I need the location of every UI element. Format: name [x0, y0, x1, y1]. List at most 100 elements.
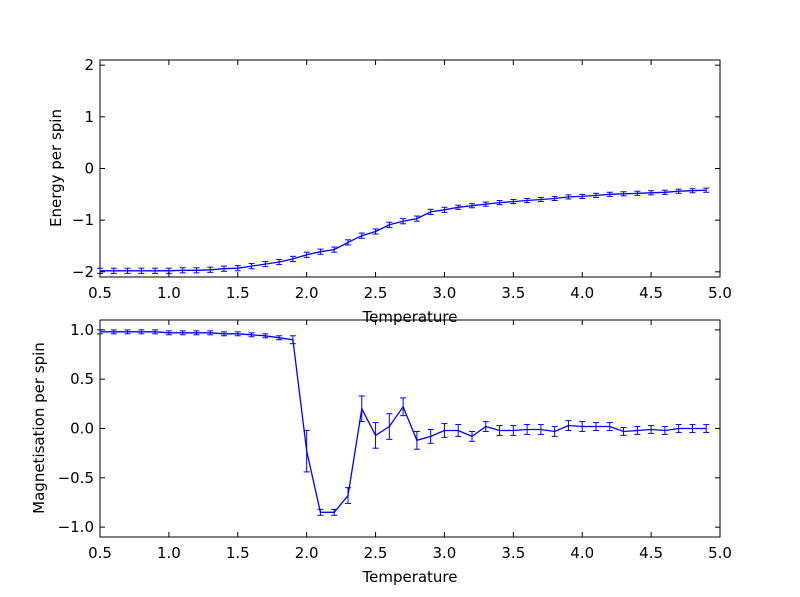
- energy-error-bar: [303, 251, 310, 258]
- magnetisation-plot: 0.5 1.0 1.5 2.0 2.5 3.0 3.5 4.0 4.5 5.0 1.0 0.5 0.0 −…: [30, 319, 732, 586]
- magnetisation-error-bar: [317, 508, 324, 516]
- energy-error-bar: [152, 267, 159, 274]
- energy-error-bar: [372, 228, 379, 235]
- energy-ticks: 0.5 1.0 1.5 2.0 2.5 3.0 3.5 4.0 4.5 5.0 2 1 0 −1 −2: [72, 56, 732, 302]
- energy-error-bar: [469, 203, 475, 209]
- magnetisation-error-bar: [634, 426, 641, 435]
- energy-error-bar: [124, 267, 131, 274]
- energy-x-tick-label: 1.0: [157, 284, 181, 302]
- magnetisation-error-bar: [427, 428, 434, 444]
- energy-error-bar: [179, 267, 186, 274]
- magnetisation-error-bar: [482, 421, 489, 432]
- magnetisation-error-bar: [524, 424, 531, 435]
- magnetisation-x-tick-label: 1.0: [157, 544, 181, 562]
- magnetisation-x-tick-label: 3.0: [433, 544, 457, 562]
- magnetisation-error-bar: [455, 424, 462, 437]
- energy-x-tick-label: 2.0: [295, 284, 319, 302]
- energy-y-tick-label: 1: [84, 108, 94, 126]
- energy-y-tick-label: 0: [84, 160, 94, 178]
- energy-error-bar: [248, 263, 255, 270]
- energy-error-bar: [331, 246, 338, 253]
- magnetisation-x-tick-label: 5.0: [708, 544, 732, 562]
- magnetisation-x-tick-label: 2.5: [364, 544, 388, 562]
- magnetisation-error-bar: [331, 508, 338, 516]
- energy-error-bar: [413, 215, 420, 222]
- magnetisation-y-tick-label: 1.0: [70, 321, 94, 339]
- magnetisation-y-tick-label: −0.5: [58, 469, 94, 487]
- energy-error-bar: [551, 195, 558, 202]
- energy-error-bar: [262, 261, 269, 268]
- energy-error-bar: [496, 200, 503, 206]
- energy-x-tick-label: 0.5: [88, 284, 112, 302]
- magnetisation-error-bar: [510, 425, 517, 436]
- magnetisation-error-bar: [124, 329, 131, 335]
- magnetisation-y-tick-label: −1.0: [58, 518, 94, 536]
- magnetisation-error-bar: [289, 335, 296, 345]
- energy-error-bar: [427, 208, 434, 215]
- magnetisation-error-bar: [675, 424, 682, 433]
- energy-x-tick-label: 4.0: [570, 284, 594, 302]
- magnetisation-error-bar: [565, 420, 572, 431]
- energy-error-bar: [138, 267, 145, 274]
- magnetisation-error-bar: [262, 333, 269, 339]
- energy-y-tick-label: −2: [72, 263, 94, 281]
- magnetisation-error-bar: [689, 424, 696, 433]
- energy-y-axis-label: Energy per spin: [47, 109, 65, 227]
- energy-error-bar: [234, 265, 241, 272]
- energy-error-bar: [510, 199, 517, 205]
- magnetisation-error-bar: [661, 426, 668, 435]
- energy-error-bar: [400, 218, 407, 225]
- energy-error-bar: [345, 239, 351, 246]
- energy-error-bar: [703, 187, 710, 193]
- energy-error-bar: [276, 258, 283, 266]
- energy-x-tick-label: 5.0: [708, 284, 732, 302]
- energy-error-bar: [289, 255, 296, 262]
- energy-error-bar: [524, 197, 531, 204]
- magnetisation-y-axis-label: Magnetisation per spin: [30, 342, 48, 514]
- magnetisation-x-tick-label: 3.5: [501, 544, 525, 562]
- magnetisation-error-bar: [372, 422, 379, 449]
- magnetisation-error-bar: [537, 424, 544, 435]
- energy-error-bar: [455, 204, 462, 210]
- magnetisation-error-bar: [179, 330, 186, 336]
- energy-error-bar: [661, 189, 668, 195]
- magnetisation-error-bar: [441, 423, 448, 438]
- magnetisation-error-bar: [358, 395, 365, 423]
- energy-error-bar: [358, 232, 365, 239]
- magnetisation-y-tick-label: 0.0: [70, 420, 94, 438]
- energy-error-bar: [620, 191, 627, 197]
- magnetisation-ticks: 0.5 1.0 1.5 2.0 2.5 3.0 3.5 4.0 4.5 5.0 1.0 0.5 0.0 −…: [58, 320, 732, 562]
- energy-error-bar: [386, 221, 393, 228]
- energy-error-bar: [537, 196, 544, 203]
- energy-y-tick-label: −1: [72, 211, 94, 229]
- energy-error-bar: [675, 188, 682, 194]
- magnetisation-error-bar: [276, 335, 283, 341]
- magnetisation-error-bar: [620, 427, 627, 436]
- energy-series: [97, 187, 710, 274]
- magnetisation-x-tick-label: 2.0: [295, 544, 319, 562]
- energy-plot: 0.5 1.0 1.5 2.0 2.5 3.0 3.5 4.0 4.5 5.0 2 1 0 −1 −2 Te…: [47, 56, 732, 326]
- magnetisation-x-axis-label: Temperature: [361, 568, 457, 586]
- energy-error-bar: [482, 201, 489, 207]
- energy-x-tick-label: 2.5: [364, 284, 388, 302]
- magnetisation-series: [97, 329, 710, 516]
- magnetisation-error-bar: [579, 421, 586, 432]
- magnetisation-error-bar: [703, 424, 710, 433]
- magnetisation-error-bar: [386, 413, 393, 440]
- magnetisation-x-tick-label: 1.5: [226, 544, 250, 562]
- energy-error-bar: [579, 193, 586, 199]
- magnetisation-error-bar: [496, 425, 503, 436]
- magnetisation-error-bar: [593, 422, 599, 431]
- magnetisation-x-tick-label: 4.5: [639, 544, 663, 562]
- magnetisation-error-bar: [221, 331, 227, 337]
- magnetisation-error-bar: [152, 329, 159, 335]
- energy-error-bar: [221, 265, 227, 272]
- energy-x-axis-label: Temperature: [361, 308, 457, 326]
- energy-error-bar: [634, 190, 641, 196]
- magnetisation-error-bar: [551, 426, 558, 437]
- magnetisation-error-bar: [469, 430, 475, 442]
- energy-error-bar: [193, 267, 200, 274]
- energy-error-bar: [606, 191, 613, 197]
- magnetisation-error-bar: [303, 429, 310, 473]
